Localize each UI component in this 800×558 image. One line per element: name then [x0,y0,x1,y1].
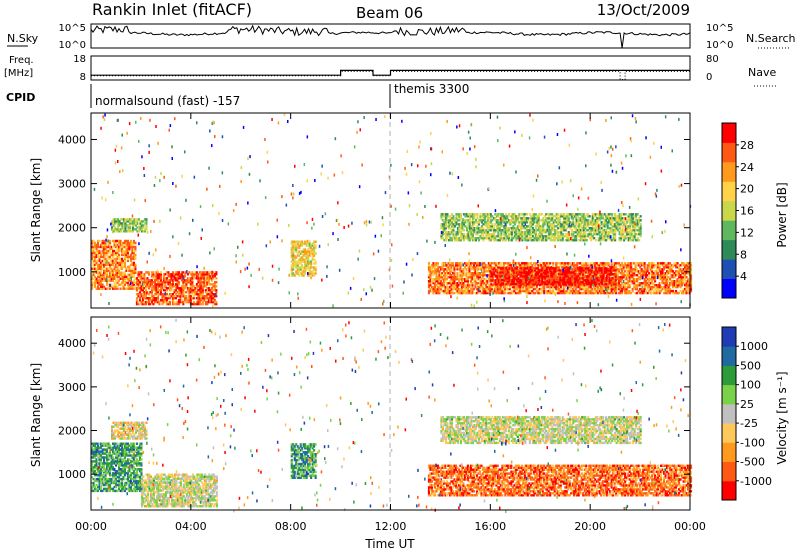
heatmap-cell-0-3997 [615,279,617,281]
heatmap-cell-0-4218 [452,215,454,217]
heatmap-cell-0-1408 [428,262,430,264]
nsky-label: N.Sky [7,32,39,45]
heatmap-cell-0-1178 [215,271,217,273]
heatmap-cell-0-1173 [215,289,217,291]
nsearch-label: N.Search [746,32,796,45]
heatmap-cell-0-1175 [215,281,217,283]
heatmap-cell-0-4722 [527,217,529,219]
heatmap-cell-0-336 [118,254,120,256]
freq-unit-label: [MHz] [4,68,33,79]
heatmap-cell-0-1176 [215,277,217,279]
heatmap-cell-0-1392 [315,252,317,254]
heatmap-cell-0-2851 [611,262,613,264]
beam-label: Beam 06 [356,4,423,22]
heatmap-cell-0-741 [160,271,162,273]
nsky-frame [91,24,690,48]
freq-tick-bottom: 8 [80,72,86,83]
heatmap-cell-0-4376 [476,213,478,215]
heatmap-cell-0-642 [148,271,150,273]
heatmap-cell-0-3999 [615,273,617,275]
heatmap-cell-0-1389 [315,266,317,268]
heatmap-cell-0-233 [109,240,111,242]
nave-tick-top: 80 [706,54,719,65]
heatmap-cell-0-677 [152,271,154,273]
nsky-trace [91,26,690,48]
heatmap-cell-0-4714 [526,213,528,215]
nsearch-tick-top: 10^5 [706,23,733,34]
heatmap-cell-0-3466 [490,267,492,269]
nsky-tick-bottom: 10^0 [59,40,86,51]
heatmap-cell-0-1395 [315,241,317,243]
heatmap-cell-0-529 [134,264,136,266]
heatmap-cell-0-4126 [145,218,147,220]
nave-tick-bottom: 0 [706,72,712,83]
heatmap-cell-0-2828 [608,262,610,264]
freq-frame [91,56,690,80]
heatmap-cell-0-3461 [490,283,492,285]
heatmap-cell-0-875 [178,281,180,283]
cpid-label: CPID [6,91,35,104]
heatmap-cell-0-4281 [463,229,465,231]
nsearch-tick-bottom: 10^0 [706,40,733,51]
heatmap-cell-0-1631 [456,272,458,274]
heatmap-cell-0-1391 [315,260,317,262]
date-label: 13/Oct/2009 [597,1,690,19]
heatmap-cell-0-3487 [496,275,498,277]
heatmap-cell-0-1601 [453,292,455,294]
heatmap-cell-0-535 [134,246,136,248]
freq-label: Freq. [9,55,34,66]
heatmap-cell-0-107 [99,240,101,242]
heatmap-cell-0-105 [99,250,101,252]
heatmap-cell-0-4000 [615,269,617,271]
heatmap-cell-0-1169 [215,301,217,303]
heatmap-cell-0-1348 [309,241,311,243]
cpid-segment-2: themis 3300 [394,82,469,96]
freq-tick-top: 18 [73,54,86,65]
heatmap-cell-0-235 [111,284,113,286]
heatmap-cell-0-3510 [502,283,504,285]
nsky-tick-top: 10^5 [59,23,86,34]
heatmap-cell-0-1480 [437,262,439,264]
heatmap-cell-0-3593 [522,281,524,283]
heatmap-cell-0-2356 [549,262,551,264]
heatmap-cell-0-1174 [215,285,217,287]
heatmap-cell-0-536 [134,242,136,244]
heatmap-cell-0-3704 [546,267,548,269]
heatmap-cell-0-2660 [587,262,589,264]
station-title: Rankin Inlet (fitACF) [92,0,252,19]
heatmap-cell-0-1600 [452,262,454,264]
heatmap-cell-0-583 [140,271,142,273]
cpid-segment-1: normalsound (fast) -157 [95,94,240,108]
heatmap-cell-0-1394 [315,245,317,247]
heatmap-cell-0-4814 [541,213,543,215]
heatmap-cell-0-2377 [552,262,554,264]
heatmap-cell-0-3543 [508,267,510,269]
power-heatmap [91,113,692,307]
heatmap-cell-0-3987 [612,277,614,279]
heatmap-cell-0-4267 [460,213,462,215]
heatmap-cell-0-930 [185,295,187,297]
heatmap-cell-0-798 [169,301,171,303]
heatmap-cell-0-342 [120,288,122,290]
heatmap-cell-0-532 [134,254,136,256]
heatmap-cell-0-3105 [644,262,646,264]
heatmap-cell-0-2986 [629,284,631,286]
nave-label: Nave [748,66,776,79]
